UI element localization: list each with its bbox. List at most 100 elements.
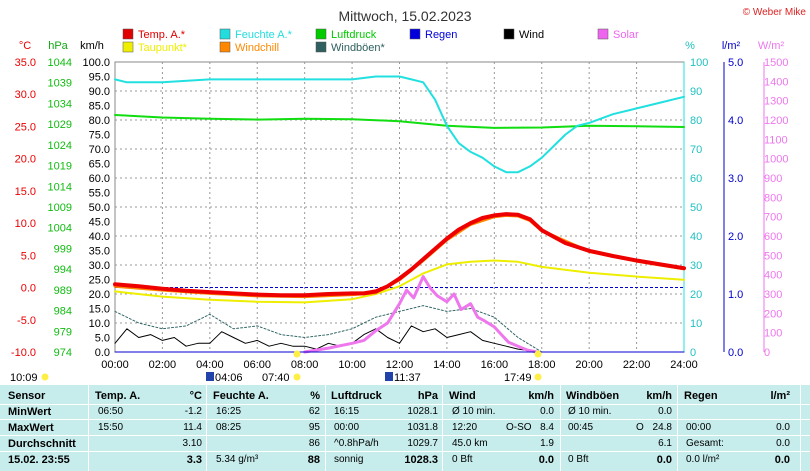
rain-tick-label: 0.0: [728, 347, 743, 359]
legend-swatch: [315, 28, 327, 40]
stats-header-temp-unit: °C: [189, 390, 202, 402]
stats-temp-value: -1.2: [184, 406, 202, 417]
temp-tick-label: 15.0: [15, 186, 36, 198]
x-tick-label: 10:00: [338, 359, 366, 371]
stats-pressure-time: 00:00: [334, 422, 360, 433]
rain-tick-label: 2.0: [728, 231, 743, 243]
table-col-separator: [560, 385, 561, 471]
wind-tick-label: 80.0: [89, 115, 110, 127]
rain-tick-label: 5.0: [728, 57, 743, 69]
x-tick-label: 22:00: [623, 359, 651, 371]
table-col-separator: [325, 385, 326, 471]
solar-tick-label: 100: [764, 328, 782, 340]
stats-gust-value: 0.0: [658, 406, 672, 417]
pressure-tick-label: 989: [54, 285, 72, 297]
solar-tick-label: 400: [764, 270, 782, 282]
legend-swatch: [122, 41, 134, 53]
moonrise-icon: [206, 372, 214, 381]
stats-row-label: 15.02. 23:55: [8, 454, 70, 466]
humidity-tick-label: 100: [690, 57, 708, 69]
statistics-table: Sensor Temp. A. °C Feuchte A.% Luftdruck hPa W…: [0, 385, 810, 471]
pressure-tick-label: 999: [54, 243, 72, 255]
x-tick-label: 00:00: [101, 359, 129, 371]
stats-wind-direction: O-SO: [506, 422, 532, 433]
series-line-taupunkt: [114, 259, 685, 304]
stats-header-wind: Wind: [449, 390, 476, 402]
solar-tick-label: 1100: [764, 134, 788, 146]
temp-tick-label: 30.0: [15, 89, 36, 101]
sunrise-label: 07:40: [262, 372, 290, 384]
wind-tick-label: 70.0: [89, 144, 110, 156]
stats-wind-value: 0.0: [540, 406, 554, 417]
stats-gust-time: Ø 10 min.: [568, 406, 612, 417]
humidity-tick-label: 80: [690, 115, 702, 127]
wind-tick-label: 35.0: [89, 246, 110, 258]
stats-humidity-time: 08:25: [216, 422, 242, 433]
pressure-tick-label: 1019: [48, 161, 72, 173]
stats-rain-value: 0.0: [776, 438, 790, 449]
stats-header-pressure: Luftdruck: [331, 390, 382, 402]
legend-label: Regen: [425, 29, 457, 41]
rain-tick-label: 3.0: [728, 173, 743, 185]
solar-tick-label: 700: [764, 212, 782, 224]
temp-tick-label: 5.0: [21, 250, 36, 262]
stats-header-rain-unit: l/m²: [770, 390, 790, 402]
moonset-icon: [385, 372, 393, 381]
wind-tick-label: 25.0: [89, 275, 110, 287]
stats-header-gust: Windböen: [566, 390, 620, 402]
sunset-axis-icon: [534, 350, 542, 358]
x-tick-label: 06:00: [243, 359, 271, 371]
pressure-tick-label: 1014: [48, 181, 72, 193]
wind-tick-label: 10.0: [89, 318, 110, 330]
solar-tick-label: 0: [764, 347, 770, 359]
stats-gust-time: 00:45: [568, 422, 594, 433]
wind-tick-label: 15.0: [89, 304, 110, 316]
time-markers: 10:09 04:06 07:40 11:37 17:49: [10, 350, 542, 384]
wind-tick-label: 100.0: [82, 57, 110, 69]
wind-tick-label: 5.0: [95, 333, 110, 345]
stats-wind-value: 0.0: [538, 454, 554, 466]
wind-tick-label: 90.0: [89, 86, 110, 98]
stats-humidity-value: 95: [308, 422, 320, 433]
stats-wind-time: 0 Bft: [452, 454, 473, 465]
pressure-tick-label: 1024: [48, 140, 72, 152]
stats-temp-value: 11.4: [183, 422, 202, 433]
wind-tick-label: 95.0: [89, 72, 110, 84]
plot-grid: [114, 61, 765, 353]
x-tick-label: 04:00: [196, 359, 224, 371]
solar-tick-label: 1400: [764, 76, 788, 88]
stats-temp-time: 15:50: [98, 422, 124, 433]
legend-swatch: [219, 41, 231, 53]
stats-gust-time: 0 Bft: [568, 454, 589, 465]
solar-tick-label: 600: [764, 231, 782, 243]
humidity-tick-label: 70: [690, 144, 702, 156]
pressure-tick-label: 974: [54, 347, 72, 359]
series-line-windb-en: [114, 305, 543, 353]
stats-pressure-value: 1028.3: [404, 454, 438, 466]
humidity-tick-label: 60: [690, 173, 702, 185]
legend-swatch: [315, 41, 327, 53]
wind-tick-label: 65.0: [89, 159, 110, 171]
humidity-tick-label: 50: [690, 202, 702, 214]
pressure-tick-label: 1034: [48, 98, 72, 110]
series-line-wind: [114, 325, 543, 353]
solar-tick-label: 800: [764, 192, 782, 204]
solar-unit-label: W/m²: [758, 40, 785, 52]
legend-label: Taupunkt*: [138, 42, 188, 54]
stats-temp-time: 06:50: [98, 406, 124, 417]
pressure-unit-label: hPa: [48, 40, 68, 52]
stats-header-pressure-unit: hPa: [417, 390, 438, 402]
wind-tick-label: 0.0: [95, 347, 110, 359]
data-series: [113, 75, 686, 354]
stats-header-gust-unit: km/h: [646, 390, 672, 402]
table-col-separator: [677, 385, 678, 471]
rain-unit-label: l/m²: [722, 40, 741, 52]
pressure-tick-label: 1044: [48, 57, 72, 69]
legend-label: Luftdruck: [331, 29, 377, 41]
stats-pressure-time: ^0.8hPa/h: [334, 438, 379, 449]
stats-temp-value: 3.10: [182, 438, 202, 449]
sunrise-icon: [293, 373, 301, 381]
wind-tick-label: 50.0: [89, 202, 110, 214]
sunrise-axis-icon: [293, 350, 301, 358]
series-line-feuchte-a: [114, 75, 685, 174]
